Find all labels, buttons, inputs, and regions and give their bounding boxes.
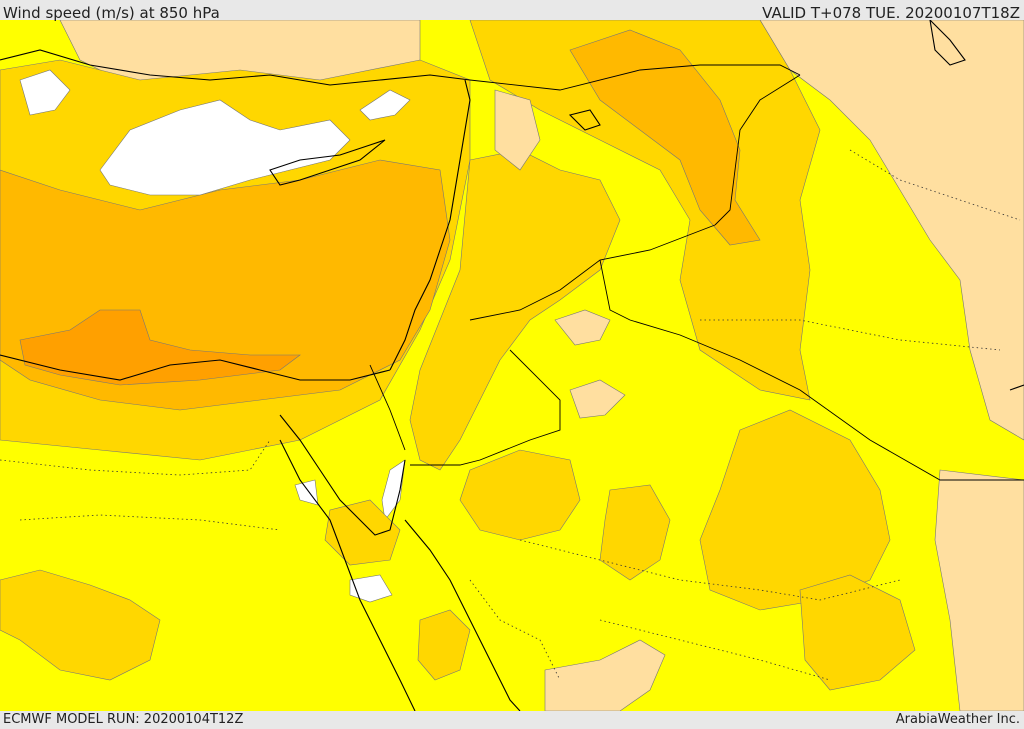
light-band-east-bottom [934, 469, 1024, 711]
turkey-north-outline [0, 49, 471, 86]
lake-van [568, 109, 601, 131]
gold-band-central [459, 449, 581, 541]
gold-band-south-west [417, 609, 471, 681]
gold-band-egypt [0, 569, 161, 681]
light-spot-iraq-west [569, 379, 626, 419]
white-pocket-sinai [294, 479, 319, 506]
gold-band-sinai-south [324, 499, 401, 566]
light-spot-lebanon [494, 89, 541, 171]
red-sea-east-coast [404, 519, 521, 711]
valid-time-label: VALID T+078 TUE. 20200107T18Z [762, 4, 1020, 22]
levant-coast [389, 79, 471, 371]
gulf-coast [1009, 384, 1024, 391]
dotted-admin-lines [0, 149, 1021, 681]
border-iraq-north [469, 64, 801, 91]
gold-band-saudi-south [799, 574, 916, 691]
border-jordan-iraq [599, 259, 1024, 481]
border-egypt-israel [369, 364, 406, 451]
border-iraq-iran [714, 74, 801, 226]
border-jordan-saudi [410, 349, 561, 466]
light-spot-jordan [554, 309, 611, 346]
footer-bar [0, 711, 1024, 729]
header-bar [0, 0, 1024, 22]
wind-speed-map [0, 20, 1024, 711]
amber-band-iraq [569, 29, 761, 246]
brand-label: ArabiaWeather Inc. [895, 712, 1020, 727]
red-sea-west-coast [279, 439, 416, 711]
border-syria-iraq [469, 224, 716, 321]
light-band-south [544, 639, 666, 711]
sinai-coast [279, 414, 406, 536]
white-pocket-aegean [19, 69, 71, 116]
white-pocket-north [359, 89, 411, 121]
cyprus-outline [269, 139, 386, 186]
gold-band-south-central [599, 484, 671, 581]
orange-band-core [19, 309, 301, 386]
white-pocket-turkey [99, 99, 351, 196]
gold-band-levant [409, 149, 621, 471]
map-title: Wind speed (m/s) at 850 hPa [3, 4, 220, 22]
white-pocket-aqaba [381, 459, 406, 521]
borders [369, 64, 1024, 481]
light-band-north-east [759, 20, 1024, 441]
coastlines [0, 20, 1024, 711]
turkey-south-coast [0, 354, 391, 381]
model-run-label: ECMWF MODEL RUN: 20200104T12Z [3, 712, 244, 727]
caspian-coast [929, 20, 966, 66]
white-pocket-red-sea [349, 574, 393, 603]
gold-band-iraq [469, 20, 821, 401]
